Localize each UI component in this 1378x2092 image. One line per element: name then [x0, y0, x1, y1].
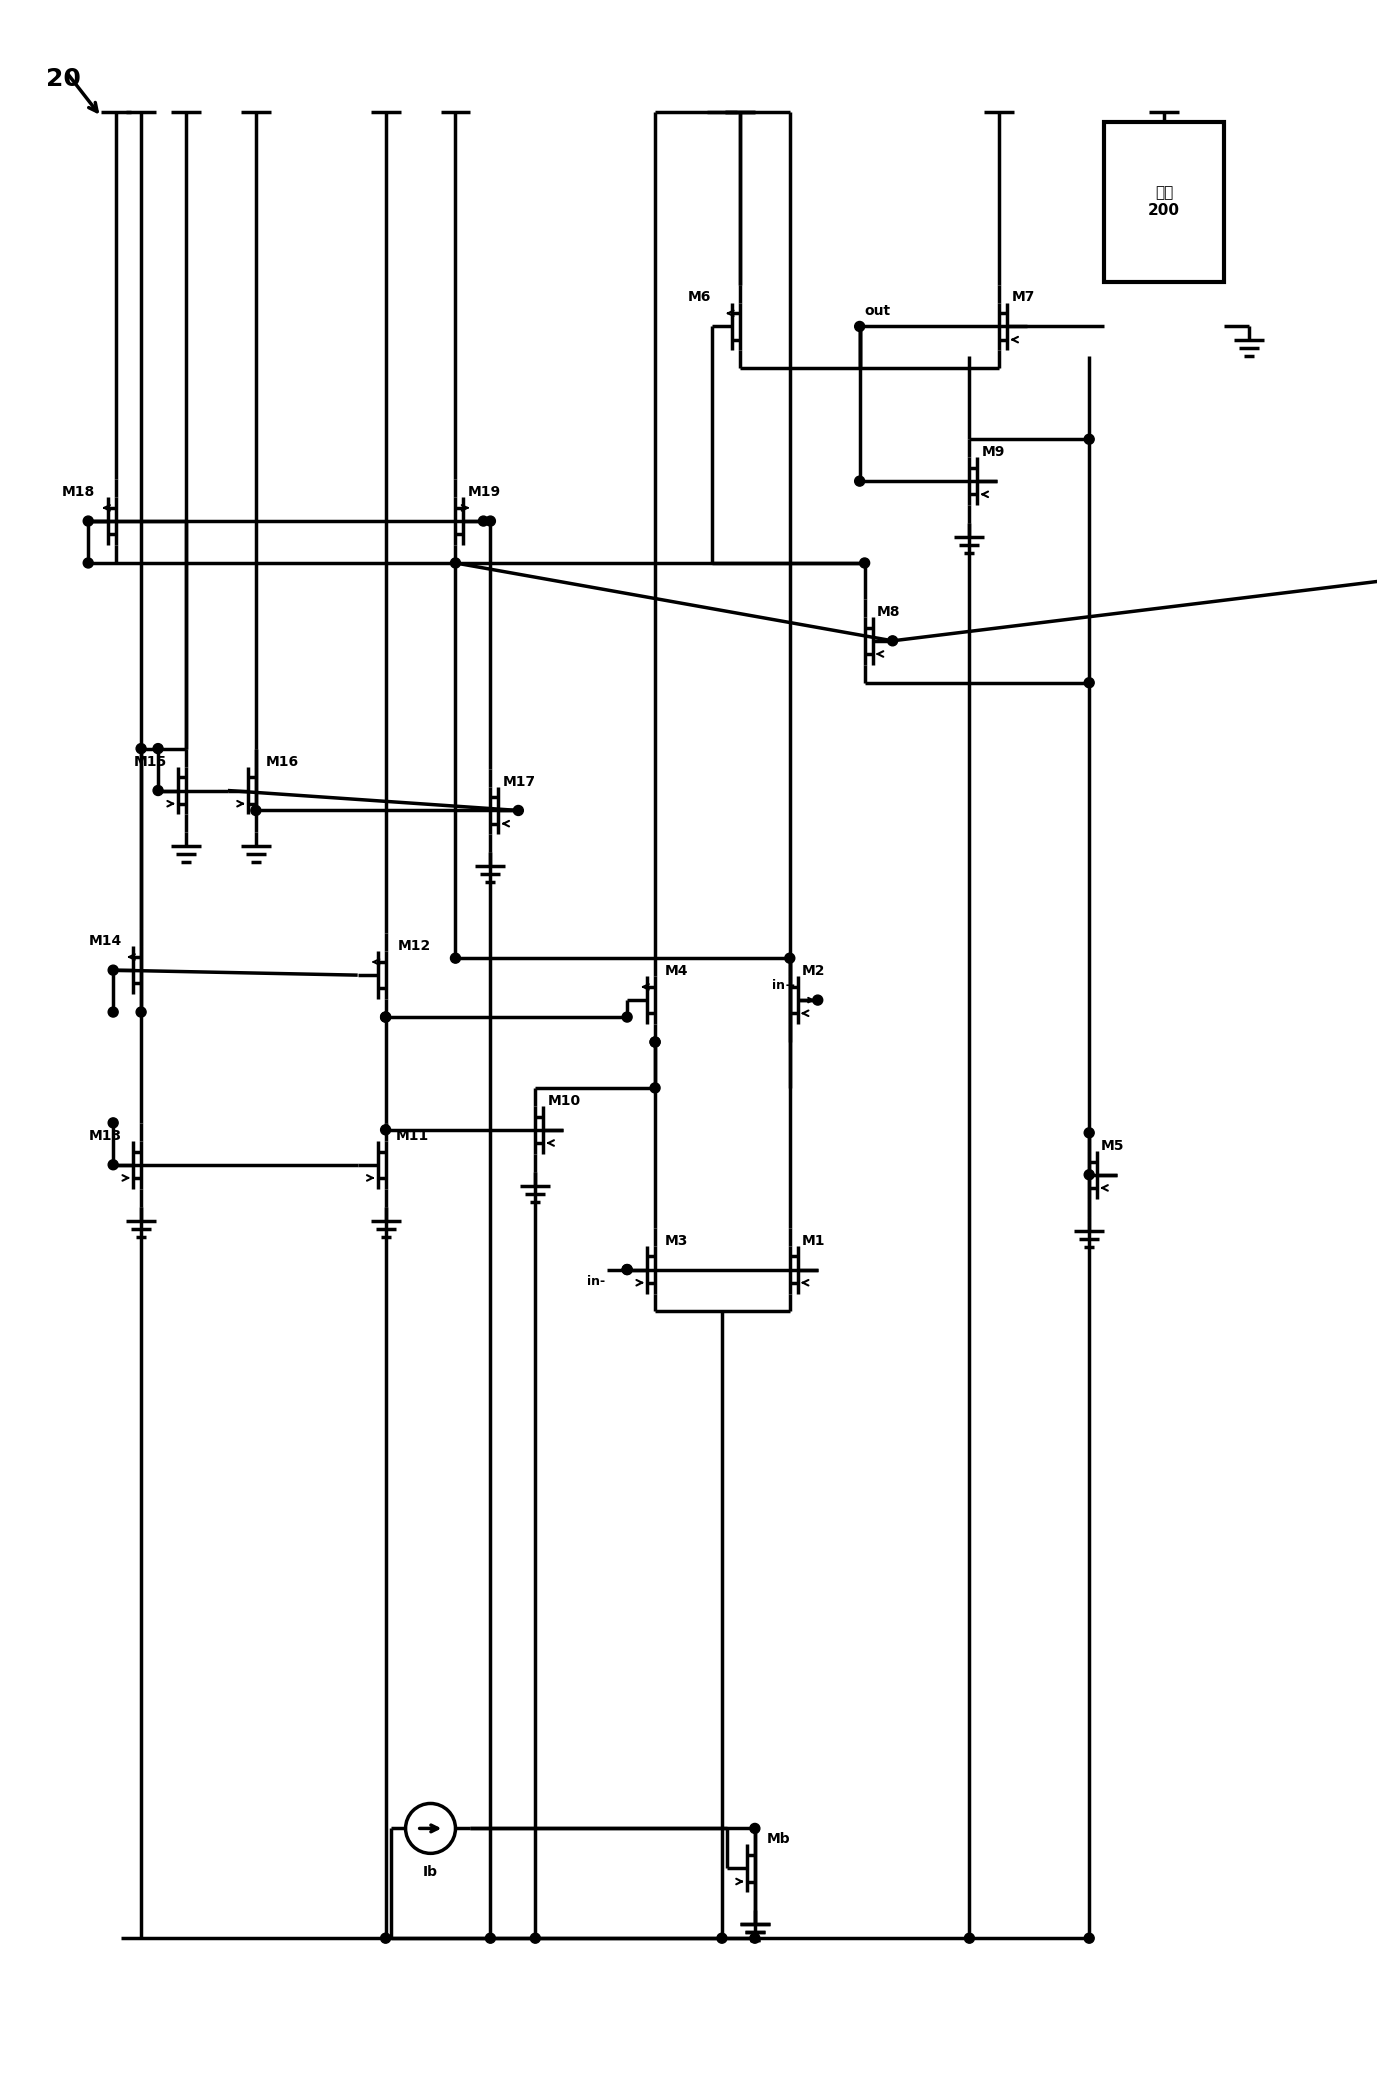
Circle shape — [750, 1824, 759, 1833]
Text: M3: M3 — [666, 1234, 689, 1247]
Circle shape — [1084, 1933, 1094, 1943]
Circle shape — [485, 517, 496, 525]
Text: M1: M1 — [802, 1234, 825, 1247]
Circle shape — [785, 954, 795, 962]
Text: in-: in- — [587, 1274, 605, 1287]
Circle shape — [650, 1038, 660, 1046]
Circle shape — [1084, 1128, 1094, 1138]
Text: M13: M13 — [90, 1130, 123, 1142]
Circle shape — [621, 1264, 633, 1274]
Text: M14: M14 — [90, 935, 123, 948]
Circle shape — [251, 805, 260, 816]
Circle shape — [750, 1933, 759, 1943]
Circle shape — [109, 1159, 119, 1169]
Circle shape — [1084, 435, 1094, 444]
Circle shape — [854, 322, 864, 331]
Circle shape — [153, 743, 163, 753]
Text: M16: M16 — [266, 755, 299, 768]
Text: Mb: Mb — [766, 1833, 791, 1847]
Circle shape — [813, 996, 823, 1004]
Circle shape — [153, 784, 163, 795]
Circle shape — [109, 1006, 119, 1017]
Text: M11: M11 — [395, 1130, 429, 1142]
Text: M9: M9 — [981, 446, 1005, 458]
Circle shape — [854, 477, 864, 485]
Circle shape — [1084, 1169, 1094, 1180]
Circle shape — [380, 1933, 390, 1943]
Text: M15: M15 — [134, 755, 167, 768]
Circle shape — [109, 964, 119, 975]
Circle shape — [485, 1933, 496, 1943]
Circle shape — [621, 1013, 633, 1023]
Text: M19: M19 — [467, 485, 500, 500]
Circle shape — [83, 559, 94, 567]
Circle shape — [514, 805, 524, 816]
Text: M6: M6 — [688, 291, 711, 305]
Circle shape — [478, 517, 488, 525]
Circle shape — [136, 1006, 146, 1017]
Circle shape — [717, 1933, 728, 1943]
Circle shape — [83, 517, 94, 525]
Text: Ib: Ib — [423, 1866, 438, 1879]
Circle shape — [380, 1013, 390, 1023]
Text: M2: M2 — [802, 964, 825, 979]
Circle shape — [887, 636, 897, 646]
Circle shape — [1084, 678, 1094, 688]
Circle shape — [650, 1084, 660, 1092]
Circle shape — [451, 954, 460, 962]
Text: M8: M8 — [876, 605, 900, 619]
Text: M10: M10 — [547, 1094, 580, 1109]
Text: M18: M18 — [61, 485, 95, 500]
Text: M7: M7 — [1011, 291, 1035, 305]
Text: M5: M5 — [1101, 1138, 1124, 1153]
Text: M12: M12 — [398, 939, 431, 954]
Circle shape — [451, 559, 460, 567]
Text: M17: M17 — [503, 774, 536, 789]
Text: 负载
200: 负载 200 — [1148, 186, 1180, 218]
FancyBboxPatch shape — [1104, 121, 1224, 282]
Text: M4: M4 — [666, 964, 689, 979]
Text: in+: in+ — [772, 979, 795, 992]
Text: out: out — [864, 305, 890, 318]
Circle shape — [965, 1933, 974, 1943]
Circle shape — [650, 1038, 660, 1046]
Circle shape — [860, 559, 870, 567]
Circle shape — [380, 1013, 390, 1023]
Circle shape — [380, 1125, 390, 1134]
Circle shape — [136, 743, 146, 753]
Circle shape — [621, 1264, 633, 1274]
Circle shape — [109, 1117, 119, 1128]
Circle shape — [531, 1933, 540, 1943]
Text: 20: 20 — [47, 67, 81, 90]
